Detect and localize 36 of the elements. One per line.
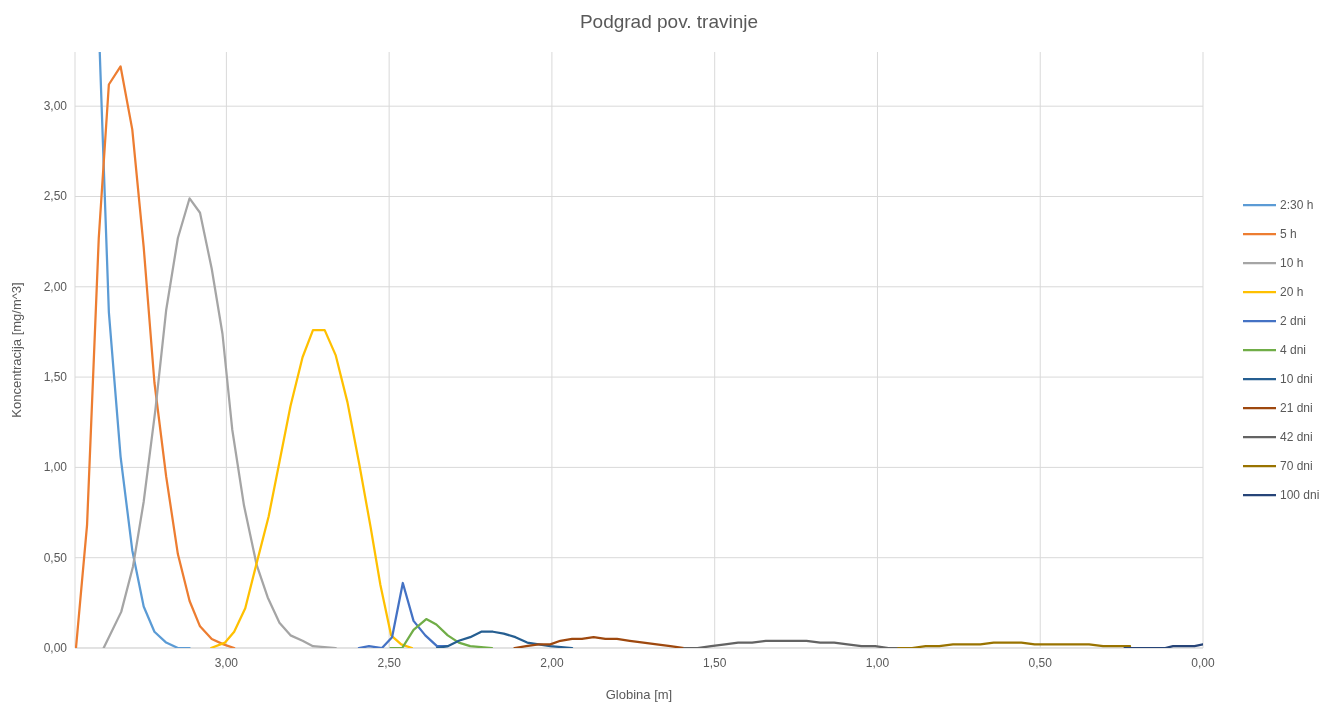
legend-label: 2:30 h xyxy=(1280,198,1314,212)
x-axis-title: Globina [m] xyxy=(605,687,673,702)
legend-label: 100 dni xyxy=(1280,488,1320,502)
x-tick-label: 1,00 xyxy=(865,656,890,670)
line-series xyxy=(682,639,900,648)
y-tick-label: 1,00 xyxy=(43,460,68,475)
legend-label: 21 dni xyxy=(1280,401,1313,415)
legend-label: 20 h xyxy=(1280,285,1304,299)
legend-label: 10 dni xyxy=(1280,372,1313,386)
y-tick-label: 0,50 xyxy=(43,550,68,565)
legend-label: 42 dni xyxy=(1280,430,1313,444)
y-axis-title: Koncentracija [mg/m^3] xyxy=(9,282,24,418)
legend-label: 4 dni xyxy=(1280,343,1307,357)
y-tick-label: 0,00 xyxy=(43,641,68,655)
y-tick-label: 3,00 xyxy=(43,99,68,114)
x-tick-label: 0,50 xyxy=(1028,656,1053,670)
x-tick-label: 1,50 xyxy=(703,656,727,670)
chart-title: Podgrad pov. travinje xyxy=(579,11,759,32)
x-tick-label: 2,50 xyxy=(377,656,402,670)
legend-label: 5 h xyxy=(1280,227,1297,241)
line-series xyxy=(389,617,494,648)
line-series xyxy=(102,197,337,648)
x-tick-label: 2,00 xyxy=(540,656,564,670)
line-series xyxy=(513,636,686,648)
line-series xyxy=(209,329,414,648)
y-tick-label: 2,00 xyxy=(43,279,68,294)
line-series xyxy=(98,52,191,648)
line-series xyxy=(435,630,574,648)
x-tick-label: 3,00 xyxy=(214,656,239,670)
legend-label: 10 h xyxy=(1280,256,1304,270)
legend-label: 2 dni xyxy=(1280,314,1307,328)
y-tick-label: 2,50 xyxy=(43,189,68,204)
x-tick-label: 0,00 xyxy=(1191,656,1215,670)
y-tick-label: 1,50 xyxy=(43,370,68,385)
line-series xyxy=(75,65,236,648)
legend-label: 70 dni xyxy=(1280,459,1313,473)
